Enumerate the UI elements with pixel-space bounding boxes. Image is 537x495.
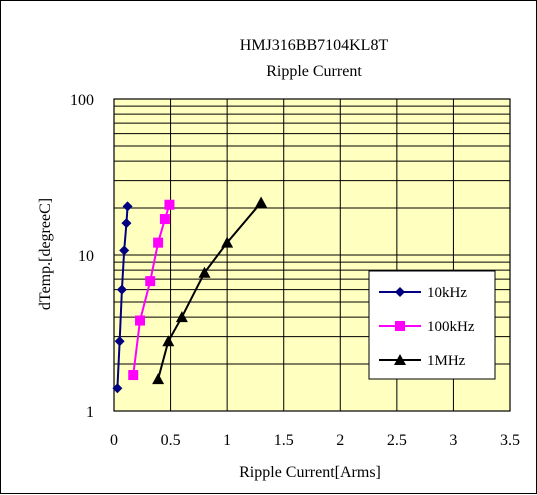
data-point xyxy=(112,383,123,394)
legend-label: 10kHz xyxy=(427,285,467,301)
legend-label: 100kHz xyxy=(427,319,475,335)
legend-marker xyxy=(395,321,405,331)
plot-area xyxy=(113,98,511,412)
x-tick-label: 0.5 xyxy=(161,432,181,449)
data-point xyxy=(152,373,165,385)
data-point xyxy=(114,336,125,347)
x-tick-label: 1 xyxy=(223,432,231,449)
x-tick-label: 3 xyxy=(449,432,457,449)
data-point xyxy=(122,201,133,212)
data-point xyxy=(221,236,234,248)
series-100kHz xyxy=(128,199,175,381)
y-tick-label: 1 xyxy=(86,404,94,421)
data-point xyxy=(153,237,164,248)
data-point xyxy=(121,218,132,229)
y-tick-labels: 1 10 100 xyxy=(70,92,94,421)
data-point xyxy=(175,311,188,323)
data-point xyxy=(119,245,130,256)
x-tick-label: 2.5 xyxy=(387,432,407,449)
x-tick-label: 3.5 xyxy=(500,432,520,449)
x-tick-labels: 0 0.5 1 1.5 2 2.5 3 3.5 xyxy=(110,432,520,449)
series-10kHz xyxy=(112,201,133,394)
legend-item: 1MHz xyxy=(379,353,466,369)
chart-title: HMJ316BB7104KL8T xyxy=(240,37,389,54)
data-point xyxy=(198,266,211,278)
legend: 10kHz 100kHz 1MHz xyxy=(368,270,496,380)
data-point xyxy=(128,370,139,381)
x-tick-label: 2 xyxy=(336,432,344,449)
y-axis-label: dTemp.[degreeC] xyxy=(37,198,54,310)
x-axis-label: Ripple Current[Arms] xyxy=(239,464,381,481)
data-point xyxy=(135,315,146,326)
y-tick-label: 100 xyxy=(70,92,94,109)
y-tick-label: 10 xyxy=(78,248,94,265)
legend-marker xyxy=(395,287,405,297)
data-point xyxy=(145,276,156,287)
x-tick-label: 0 xyxy=(110,432,118,449)
legend-item: 10kHz xyxy=(379,285,467,301)
data-point xyxy=(116,284,127,295)
data-point xyxy=(255,196,268,208)
data-point xyxy=(162,335,175,347)
data-point xyxy=(164,199,175,210)
plot-border xyxy=(113,98,511,412)
data-point xyxy=(159,214,170,225)
series-1MHz xyxy=(152,196,268,385)
series-layer xyxy=(112,196,268,394)
series-line xyxy=(157,201,262,380)
chart-subtitle: Ripple Current xyxy=(266,63,362,80)
legend-label: 1MHz xyxy=(427,353,466,369)
legend-marker xyxy=(394,354,406,365)
legend-item: 100kHz xyxy=(379,319,475,335)
x-tick-label: 1.5 xyxy=(274,432,294,449)
